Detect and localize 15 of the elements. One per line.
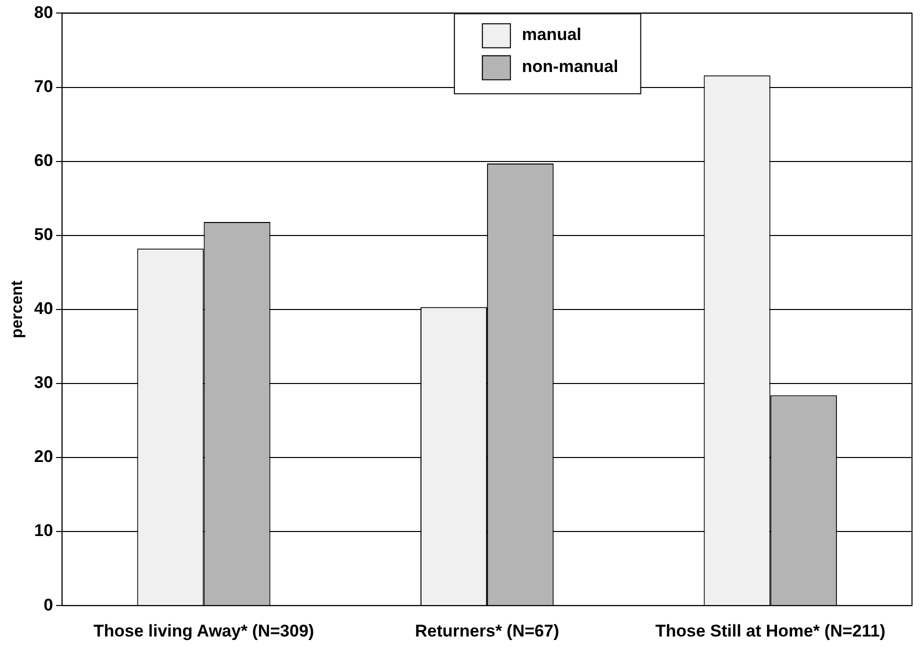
y-tick-label: 70 xyxy=(34,76,54,96)
y-axis-title: percent xyxy=(9,280,26,338)
x-tick-label: Returners* (N=67) xyxy=(415,621,560,640)
x-tick-label: Those living Away* (N=309) xyxy=(93,621,314,640)
y-tick-label: 80 xyxy=(34,2,54,22)
y-tick-label: 10 xyxy=(34,521,54,540)
legend-label: non-manual xyxy=(522,56,618,76)
y-tick-label: 40 xyxy=(34,299,54,318)
y-tick-label: 60 xyxy=(34,150,54,170)
y-tick-label: 50 xyxy=(34,225,54,244)
y-tick-label: 30 xyxy=(34,373,54,392)
x-tick-label: Those Still at Home* (N=211) xyxy=(655,621,886,640)
legend-label: manual xyxy=(522,24,582,44)
y-tick-label: 20 xyxy=(34,447,54,466)
y-tick-label: 0 xyxy=(44,595,54,614)
